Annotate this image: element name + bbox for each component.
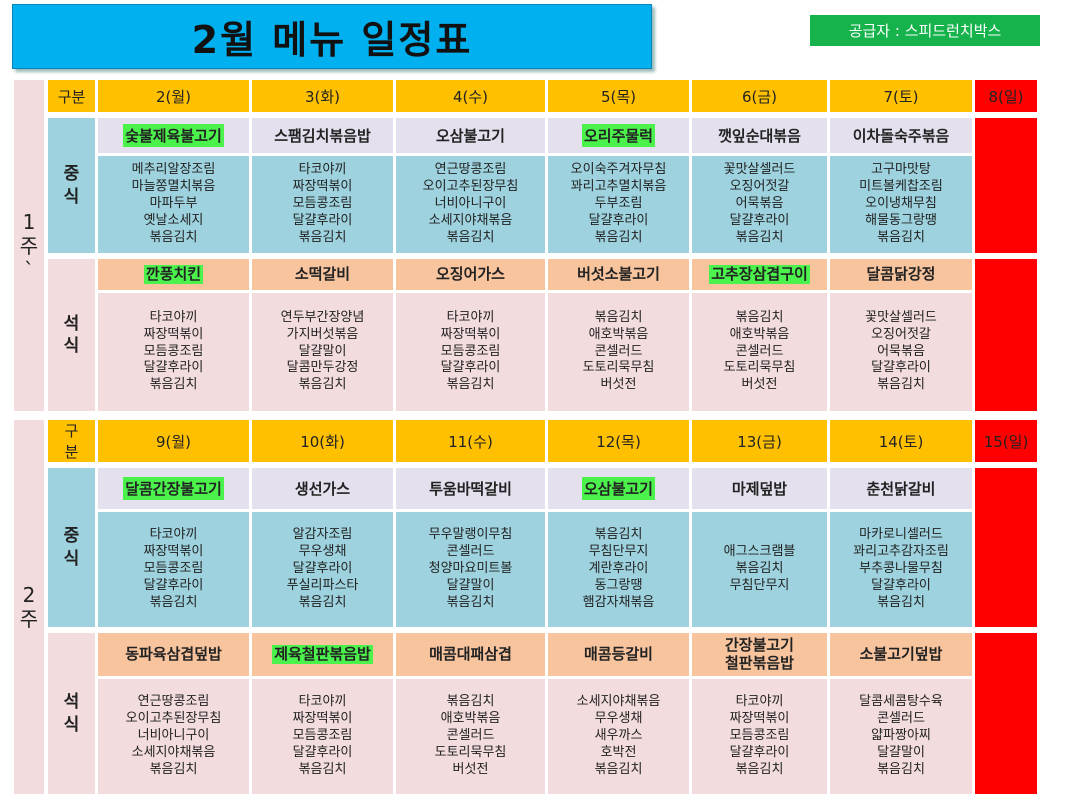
- lunch-side-dishes: 볶음김치 무침단무지 계란후라이 동그랑땡 햄감자채볶음: [548, 512, 689, 627]
- dinner-main-dish: 동파육삼겹덮밥: [98, 633, 249, 676]
- lunch-side-dishes: 타코야끼 짜장떡볶이 모듬콩조림 달걀후라이 볶음김치: [98, 512, 249, 627]
- dinner-side-dishes: 타코야끼 짜장떡볶이 모듬콩조림 달걀후라이 볶음김치: [692, 679, 827, 794]
- lunch-side-dishes: 알감자조림 무우생채 달걀후라이 푸실리파스타 볶음김치: [252, 512, 393, 627]
- day-header: 12(목): [548, 420, 689, 462]
- dinner-side-dishes: 볶음김치 애호박볶음 콘셀러드 도토리묵무침 버섯전: [692, 293, 827, 411]
- day-header: 5(목): [548, 80, 689, 112]
- dinner-side-dishes: 타코야끼 짜장떡볶이 모듬콩조림 달걀후라이 볶음김치: [396, 293, 545, 411]
- dinner-main-dish: 달콤닭강정: [830, 259, 972, 290]
- week-label: 1 주 `: [14, 80, 44, 411]
- dinner-main-dish: 간장불고기 철판볶음밥: [692, 633, 827, 676]
- dinner-main-dish: 제육철판볶음밥: [252, 633, 393, 676]
- dinner-side-dishes: 소세지야채볶음 무우생채 새우까스 호박전 볶음김치: [548, 679, 689, 794]
- lunch-side-dishes: 타코야끼 짜장떡볶이 모듬콩조림 달걀후라이 볶음김치: [252, 156, 393, 253]
- dinner-main-dish: 소떡갈비: [252, 259, 393, 290]
- sunday-lunch-block: [975, 468, 1037, 627]
- lunch-side-dishes: 고구마맛탕 미트볼케찹조림 오이냉채무침 해물동그랑땡 볶음김치: [830, 156, 972, 253]
- day-header: 13(금): [692, 420, 827, 462]
- day-header: 7(토): [830, 80, 972, 112]
- lunch-main-dish: 투움바떡갈비: [396, 468, 545, 509]
- dinner-side-dishes: 볶음김치 애호박볶음 콘셀러드 도토리묵무침 버섯전: [548, 293, 689, 411]
- sunday-lunch-block: [975, 118, 1037, 253]
- day-header: 2(월): [98, 80, 249, 112]
- dinner-main-dish: 오징어가스: [396, 259, 545, 290]
- lunch-main-dish: 마제덮밥: [692, 468, 827, 509]
- lunch-main-dish: 오리주물럭: [548, 118, 689, 153]
- lunch-side-dishes: 메추리알장조림 마늘쫑멸치볶음 마파두부 옛날소세지 볶음김치: [98, 156, 249, 253]
- lunch-main-dish: 달콤간장불고기: [98, 468, 249, 509]
- lunch-main-dish: 생선가스: [252, 468, 393, 509]
- day-header: 8(일): [975, 80, 1037, 112]
- section-header-cell: 구분: [48, 80, 95, 112]
- lunch-main-dish: 깻잎순대볶음: [692, 118, 827, 153]
- lunch-side-dishes: 오이숙주겨자무침 꽈리고추멸치볶음 두부조림 달걀후라이 볶음김치: [548, 156, 689, 253]
- day-header: 10(화): [252, 420, 393, 462]
- day-header: 6(금): [692, 80, 827, 112]
- dinner-main-dish: 버섯소불고기: [548, 259, 689, 290]
- dinner-side-dishes: 달콤세콤탕수육 콘셀러드 얇파짱아찌 달걀말이 볶음김치: [830, 679, 972, 794]
- lunch-main-dish: 이차돌숙주볶음: [830, 118, 972, 153]
- lunch-side-dishes: 마카로니셀러드 꽈리고추감자조림 부추콩나물무침 달걀후라이 볶음김치: [830, 512, 972, 627]
- lunch-main-dish: 스팸김치볶음밥: [252, 118, 393, 153]
- day-header: 14(토): [830, 420, 972, 462]
- lunch-main-dish: 오삼불고기: [396, 118, 545, 153]
- sunday-dinner-block: [975, 633, 1037, 794]
- dinner-side-dishes: 연두부간장양념 가지버섯볶음 달걀말이 달콤만두강정 볶음김치: [252, 293, 393, 411]
- dinner-side-dishes: 꽃맛살셀러드 오징어젓갈 어묵볶음 달걀후라이 볶음김치: [830, 293, 972, 411]
- lunch-main-dish: 춘천닭갈비: [830, 468, 972, 509]
- sunday-dinner-block: [975, 259, 1037, 411]
- day-header: 4(수): [396, 80, 545, 112]
- lunch-side-dishes: 꽃맛살셀러드 오징어젓갈 어묵볶음 달걀후라이 볶음김치: [692, 156, 827, 253]
- lunch-main-dish: 오삼불고기: [548, 468, 689, 509]
- day-header: 3(화): [252, 80, 393, 112]
- dinner-main-dish: 고추장삼겹구이: [692, 259, 827, 290]
- page-title: 2월 메뉴 일정표: [191, 18, 473, 62]
- lunch-side-dishes: 애그스크램블 볶음김치 무침단무지: [692, 512, 827, 627]
- dinner-side-dishes: 볶음김치 애호박볶음 콘셀러드 도토리묵무침 버섯전: [396, 679, 545, 794]
- day-header: 9(월): [98, 420, 249, 462]
- dinner-main-dish: 깐풍치킨: [98, 259, 249, 290]
- dinner-side-dishes: 연근땅콩조림 오이고추된장무침 너비아니구이 소세지야채볶음 볶음김치: [98, 679, 249, 794]
- day-header: 11(수): [396, 420, 545, 462]
- day-header: 15(일): [975, 420, 1037, 462]
- lunch-side-dishes: 무우말랭이무침 콘셀러드 청양마요미트볼 달걀말이 볶음김치: [396, 512, 545, 627]
- dinner-main-dish: 매콤대패삼겹: [396, 633, 545, 676]
- dinner-main-dish: 매콤등갈비: [548, 633, 689, 676]
- dinner-main-dish: 소불고기덮밥: [830, 633, 972, 676]
- title-banner: 2월 메뉴 일정표: [12, 4, 652, 69]
- dinner-side-dishes: 타코야끼 짜장떡볶이 모듬콩조림 달걀후라이 볶음김치: [252, 679, 393, 794]
- supplier-badge: 공급자 : 스피드런치박스: [810, 15, 1040, 46]
- lunch-main-dish: 숯불제육불고기: [98, 118, 249, 153]
- lunch-side-dishes: 연근땅콩조림 오이고추된장무침 너비아니구이 소세지야채볶음 볶음김치: [396, 156, 545, 253]
- dinner-side-dishes: 타코야끼 짜장떡볶이 모듬콩조림 달걀후라이 볶음김치: [98, 293, 249, 411]
